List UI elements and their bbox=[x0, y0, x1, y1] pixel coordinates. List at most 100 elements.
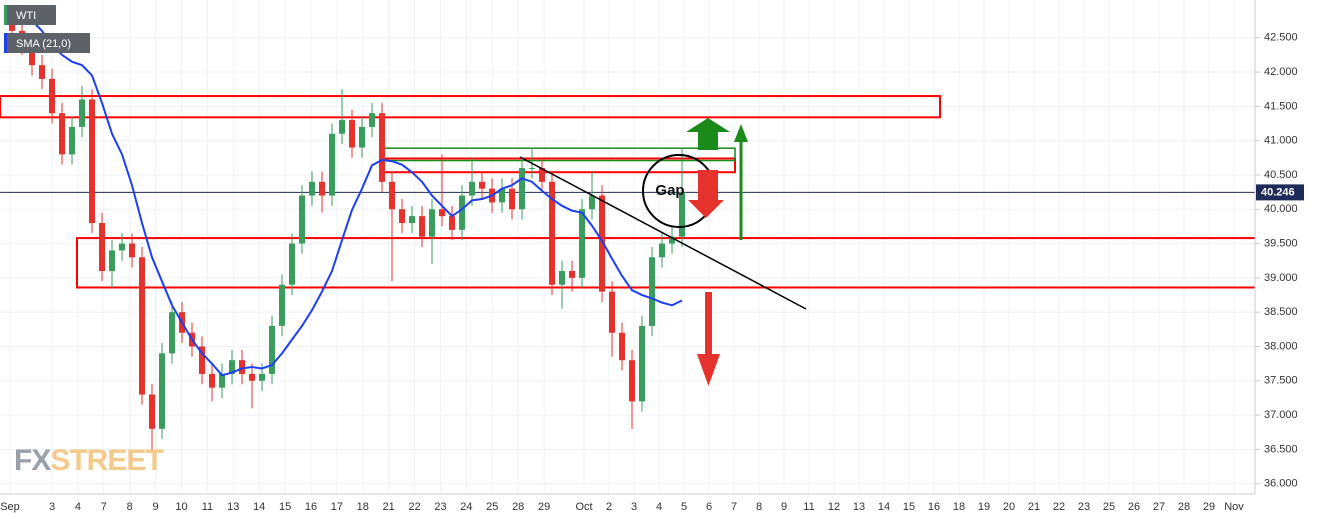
x-tick-label: 5 bbox=[681, 501, 687, 513]
x-tick-label: 20 bbox=[1003, 501, 1015, 513]
candle-body bbox=[159, 353, 165, 429]
legend-swatch bbox=[4, 33, 7, 53]
y-tick-label: 36.000 bbox=[1264, 478, 1298, 490]
candle-body bbox=[559, 271, 565, 285]
x-tick-label: 21 bbox=[1028, 501, 1040, 513]
x-tick-label: 28 bbox=[1178, 501, 1190, 513]
x-tick-label: 7 bbox=[101, 501, 107, 513]
candle-body bbox=[209, 373, 215, 388]
y-tick-label: 42.000 bbox=[1264, 66, 1298, 78]
x-tick-label: 11 bbox=[803, 501, 814, 513]
candle-body bbox=[319, 181, 325, 196]
candle-body bbox=[529, 168, 535, 170]
y-tick-label: 38.000 bbox=[1264, 340, 1298, 352]
x-tick-label: 4 bbox=[75, 501, 81, 513]
x-tick-label: 23 bbox=[1078, 501, 1090, 513]
candle-body bbox=[109, 250, 115, 272]
range-arrow-head bbox=[734, 124, 748, 142]
candle-body bbox=[509, 188, 515, 210]
x-tick-label: 27 bbox=[1153, 501, 1165, 513]
candle-body bbox=[199, 346, 205, 374]
down-arrow bbox=[688, 170, 724, 218]
x-tick-label: 4 bbox=[656, 501, 662, 513]
candle-body bbox=[639, 325, 645, 402]
candle-body bbox=[129, 243, 135, 258]
candle-body bbox=[289, 243, 295, 285]
candle-body bbox=[399, 209, 405, 223]
axes: 36.000 36.500 37.000 37.500 38.000 38.500 39.0… bbox=[0, 32, 1304, 513]
candle-body bbox=[329, 133, 335, 196]
zone bbox=[0, 95, 941, 119]
candle-body bbox=[629, 360, 635, 402]
candle-body bbox=[59, 113, 65, 155]
candle-body bbox=[339, 120, 345, 134]
candle-body bbox=[519, 168, 525, 210]
x-tick-label: Nov bbox=[1224, 501, 1244, 513]
candle-body bbox=[249, 373, 255, 381]
candle-body bbox=[459, 195, 465, 230]
candle-body bbox=[259, 373, 265, 381]
candle-body bbox=[429, 209, 435, 237]
candle-body bbox=[539, 168, 545, 182]
candle-body bbox=[379, 113, 385, 182]
candle-body bbox=[229, 360, 235, 374]
watermark-part: FX bbox=[14, 444, 51, 477]
y-tick-label: 40.500 bbox=[1264, 169, 1298, 181]
candle-body bbox=[369, 113, 375, 127]
last-price-label: 40.246 bbox=[1261, 186, 1295, 198]
candle-body bbox=[269, 325, 275, 374]
x-tick-label: 10 bbox=[175, 501, 187, 513]
x-tick-label: 15 bbox=[903, 501, 915, 513]
up-arrow bbox=[686, 118, 730, 150]
candle-body bbox=[149, 394, 155, 429]
x-tick-label: 25 bbox=[486, 501, 498, 513]
x-tick-label: 16 bbox=[928, 501, 940, 513]
y-tick-label: 38.500 bbox=[1264, 306, 1298, 318]
grid bbox=[0, 0, 1255, 494]
candle-body bbox=[169, 312, 175, 354]
legend: WTI SMA (21,0) bbox=[4, 5, 90, 53]
candle-body bbox=[449, 216, 455, 230]
y-tick-label: 37.500 bbox=[1264, 375, 1298, 387]
candle-body bbox=[469, 181, 475, 196]
legend-swatch bbox=[4, 5, 7, 25]
x-tick-label: 22 bbox=[408, 501, 420, 513]
x-tick-label: 6 bbox=[706, 501, 712, 513]
y-tick-label: 41.000 bbox=[1264, 135, 1298, 147]
x-tick-label: Oct bbox=[575, 501, 592, 513]
x-tick-label: 14 bbox=[878, 501, 890, 513]
x-tick-label: 8 bbox=[756, 501, 762, 513]
candle-body bbox=[619, 332, 625, 361]
zone bbox=[76, 237, 1255, 289]
x-tick-label: 18 bbox=[953, 501, 965, 513]
x-tick-label: 9 bbox=[153, 501, 159, 513]
candle-body bbox=[589, 195, 595, 210]
x-tick-label: 9 bbox=[781, 501, 787, 513]
candle-body bbox=[549, 181, 555, 285]
legend-label: SMA (21,0) bbox=[16, 38, 71, 50]
legend-box bbox=[4, 5, 56, 25]
candle-body bbox=[499, 188, 505, 203]
legend-box bbox=[4, 33, 90, 53]
candle-body bbox=[39, 65, 45, 79]
y-tick-label: 40.000 bbox=[1264, 203, 1298, 215]
candle-body bbox=[359, 126, 365, 148]
candle-body bbox=[609, 291, 615, 333]
x-tick-label: 17 bbox=[331, 501, 343, 513]
candle-body bbox=[79, 99, 85, 127]
x-tick-label: 11 bbox=[202, 501, 213, 513]
watermark: FXSTREET bbox=[14, 444, 163, 477]
y-tick-label: 36.500 bbox=[1264, 443, 1298, 455]
x-tick-label: 3 bbox=[49, 501, 55, 513]
candle-body bbox=[119, 243, 125, 251]
x-tick-label: 16 bbox=[305, 501, 317, 513]
candle-body bbox=[389, 181, 395, 210]
candle-body bbox=[659, 243, 665, 258]
x-tick-label: 3 bbox=[631, 501, 637, 513]
x-tick-label: 28 bbox=[512, 501, 524, 513]
x-tick-label: 21 bbox=[383, 501, 395, 513]
candle-body bbox=[49, 78, 55, 114]
x-tick-label: 24 bbox=[460, 501, 472, 513]
